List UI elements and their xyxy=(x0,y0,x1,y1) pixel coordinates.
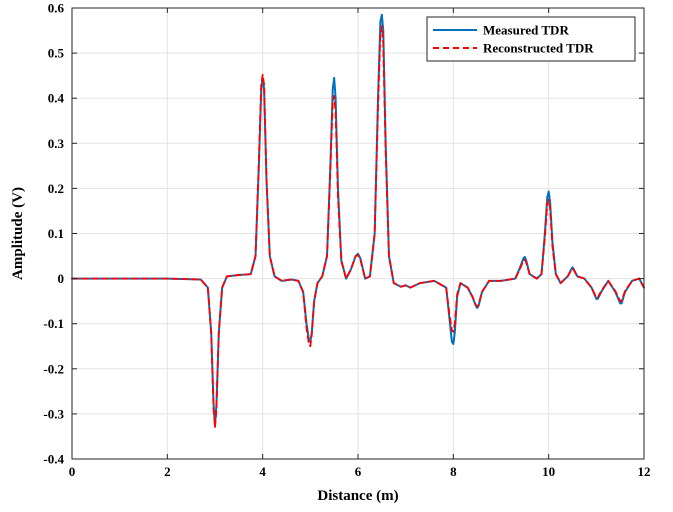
y-tick-label: 0.1 xyxy=(48,226,64,241)
legend-label-reconstructed: Reconstructed TDR xyxy=(483,41,594,56)
x-axis-title: Distance (m) xyxy=(317,488,398,504)
series-line-reconstructed xyxy=(71,25,645,429)
y-tick-label: 0.5 xyxy=(48,46,65,61)
x-tick-label: 10 xyxy=(542,464,555,479)
y-tick-label: -0.1 xyxy=(43,316,64,331)
y-tick-label: -0.3 xyxy=(43,406,64,421)
y-tick-label: 0.2 xyxy=(48,181,64,196)
legend: Measured TDR Reconstructed TDR xyxy=(426,16,636,62)
x-tick-label: 6 xyxy=(355,464,362,479)
ticks: 0 2 4 6 8 10 12 -0.4 -0.3 -0.2 -0.1 0 0.1 0.2 0.3 0.4 0.… xyxy=(43,1,650,480)
x-tick-label: 2 xyxy=(164,464,171,479)
series-layer xyxy=(71,13,645,429)
legend-box xyxy=(426,16,636,62)
y-tick-label: -0.4 xyxy=(43,452,64,467)
x-tick-label: 12 xyxy=(638,464,651,479)
y-tick-label: 0 xyxy=(58,271,65,286)
y-tick-label: 0.6 xyxy=(48,1,65,16)
x-tick-label: 0 xyxy=(69,464,76,479)
x-tick-label: 8 xyxy=(450,464,457,479)
y-tick-label: 0.3 xyxy=(48,136,65,151)
y-tick-label: -0.2 xyxy=(43,361,64,376)
legend-label-measured: Measured TDR xyxy=(483,23,569,38)
y-axis-title: Amplitude (V) xyxy=(10,187,26,280)
x-tick-label: 4 xyxy=(259,464,266,479)
y-tick-label: 0.4 xyxy=(48,91,65,106)
